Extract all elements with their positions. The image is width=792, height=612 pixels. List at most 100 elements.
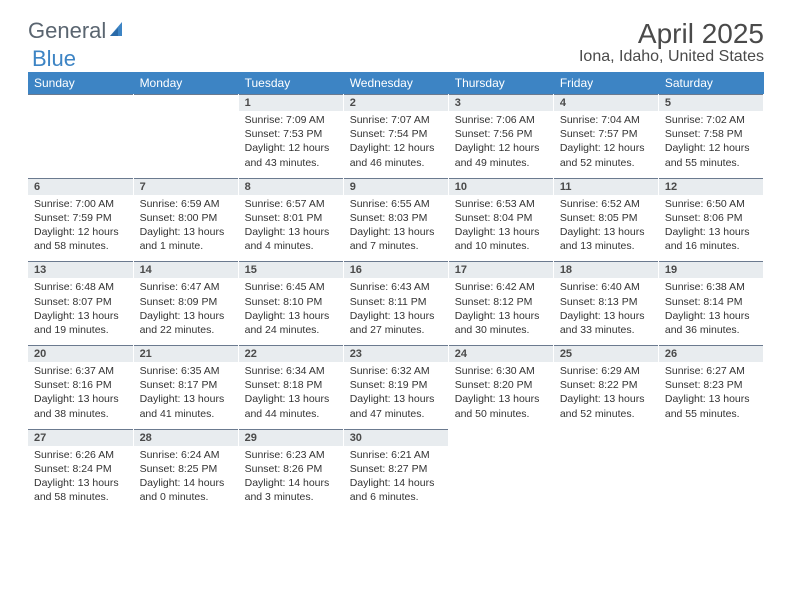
day-text: Sunrise: 6:24 AMSunset: 8:25 PMDaylight:… xyxy=(134,446,238,513)
day-number: 22 xyxy=(239,345,343,362)
weekday-header: Sunday xyxy=(28,72,133,94)
day-number: 8 xyxy=(239,178,343,195)
empty-cell xyxy=(134,94,238,95)
day-text: Sunrise: 6:30 AMSunset: 8:20 PMDaylight:… xyxy=(449,362,553,429)
day-number: 11 xyxy=(554,178,658,195)
day-text: Sunrise: 6:34 AMSunset: 8:18 PMDaylight:… xyxy=(239,362,343,429)
calendar-cell: 3Sunrise: 7:06 AMSunset: 7:56 PMDaylight… xyxy=(448,94,553,178)
header-row: General April 2025 xyxy=(28,18,764,50)
day-number: 2 xyxy=(344,94,448,111)
day-number: 4 xyxy=(554,94,658,111)
day-number: 1 xyxy=(239,94,343,111)
calendar-cell: 16Sunrise: 6:43 AMSunset: 8:11 PMDayligh… xyxy=(343,261,448,345)
day-number: 17 xyxy=(449,261,553,278)
calendar-cell: 13Sunrise: 6:48 AMSunset: 8:07 PMDayligh… xyxy=(28,261,133,345)
calendar-cell: 25Sunrise: 6:29 AMSunset: 8:22 PMDayligh… xyxy=(553,345,658,429)
day-text: Sunrise: 6:57 AMSunset: 8:01 PMDaylight:… xyxy=(239,195,343,262)
day-text: Sunrise: 6:32 AMSunset: 8:19 PMDaylight:… xyxy=(344,362,448,429)
logo-text-blue: Blue xyxy=(32,46,76,72)
calendar-cell: 28Sunrise: 6:24 AMSunset: 8:25 PMDayligh… xyxy=(133,429,238,513)
day-text: Sunrise: 7:02 AMSunset: 7:58 PMDaylight:… xyxy=(659,111,763,178)
day-number: 6 xyxy=(28,178,133,195)
day-number: 13 xyxy=(28,261,133,278)
day-number: 24 xyxy=(449,345,553,362)
day-text: Sunrise: 6:59 AMSunset: 8:00 PMDaylight:… xyxy=(134,195,238,262)
day-text: Sunrise: 6:50 AMSunset: 8:06 PMDaylight:… xyxy=(659,195,763,262)
day-number: 29 xyxy=(239,429,343,446)
day-text: Sunrise: 7:07 AMSunset: 7:54 PMDaylight:… xyxy=(344,111,448,178)
day-number: 16 xyxy=(344,261,448,278)
logo: General xyxy=(28,18,130,44)
day-number: 23 xyxy=(344,345,448,362)
day-number: 26 xyxy=(659,345,763,362)
calendar-row: 6Sunrise: 7:00 AMSunset: 7:59 PMDaylight… xyxy=(28,178,764,262)
day-text: Sunrise: 6:29 AMSunset: 8:22 PMDaylight:… xyxy=(554,362,658,429)
calendar-cell: 8Sunrise: 6:57 AMSunset: 8:01 PMDaylight… xyxy=(238,178,343,262)
calendar-cell: 21Sunrise: 6:35 AMSunset: 8:17 PMDayligh… xyxy=(133,345,238,429)
day-text: Sunrise: 6:43 AMSunset: 8:11 PMDaylight:… xyxy=(344,278,448,345)
weekday-header: Friday xyxy=(553,72,658,94)
logo-sail-icon xyxy=(108,20,128,43)
calendar-cell: 14Sunrise: 6:47 AMSunset: 8:09 PMDayligh… xyxy=(133,261,238,345)
day-text: Sunrise: 6:45 AMSunset: 8:10 PMDaylight:… xyxy=(239,278,343,345)
day-number: 3 xyxy=(449,94,553,111)
weekday-header-row: Sunday Monday Tuesday Wednesday Thursday… xyxy=(28,72,764,94)
calendar-cell: 2Sunrise: 7:07 AMSunset: 7:54 PMDaylight… xyxy=(343,94,448,178)
day-number: 25 xyxy=(554,345,658,362)
calendar-cell: 12Sunrise: 6:50 AMSunset: 8:06 PMDayligh… xyxy=(658,178,763,262)
day-text: Sunrise: 7:06 AMSunset: 7:56 PMDaylight:… xyxy=(449,111,553,178)
day-text: Sunrise: 6:27 AMSunset: 8:23 PMDaylight:… xyxy=(659,362,763,429)
logo-text-general: General xyxy=(28,18,106,44)
day-number: 21 xyxy=(134,345,238,362)
page-title: April 2025 xyxy=(638,18,764,50)
day-number: 7 xyxy=(134,178,238,195)
location-text: Iona, Idaho, United States xyxy=(579,48,764,66)
calendar-cell: 20Sunrise: 6:37 AMSunset: 8:16 PMDayligh… xyxy=(28,345,133,429)
day-text: Sunrise: 6:35 AMSunset: 8:17 PMDaylight:… xyxy=(134,362,238,429)
day-text: Sunrise: 7:04 AMSunset: 7:57 PMDaylight:… xyxy=(554,111,658,178)
calendar-cell: 22Sunrise: 6:34 AMSunset: 8:18 PMDayligh… xyxy=(238,345,343,429)
calendar-cell: 5Sunrise: 7:02 AMSunset: 7:58 PMDaylight… xyxy=(658,94,763,178)
calendar-cell: 6Sunrise: 7:00 AMSunset: 7:59 PMDaylight… xyxy=(28,178,133,262)
calendar-cell: 18Sunrise: 6:40 AMSunset: 8:13 PMDayligh… xyxy=(553,261,658,345)
calendar-cell: 29Sunrise: 6:23 AMSunset: 8:26 PMDayligh… xyxy=(238,429,343,513)
calendar-body: 1Sunrise: 7:09 AMSunset: 7:53 PMDaylight… xyxy=(28,94,764,512)
calendar-cell: 1Sunrise: 7:09 AMSunset: 7:53 PMDaylight… xyxy=(238,94,343,178)
day-number: 30 xyxy=(344,429,448,446)
day-number: 5 xyxy=(659,94,763,111)
day-number: 15 xyxy=(239,261,343,278)
day-text: Sunrise: 6:23 AMSunset: 8:26 PMDaylight:… xyxy=(239,446,343,513)
day-text: Sunrise: 6:38 AMSunset: 8:14 PMDaylight:… xyxy=(659,278,763,345)
weekday-header: Tuesday xyxy=(238,72,343,94)
day-number: 12 xyxy=(659,178,763,195)
calendar-row: 27Sunrise: 6:26 AMSunset: 8:24 PMDayligh… xyxy=(28,429,764,513)
day-number: 19 xyxy=(659,261,763,278)
calendar-cell xyxy=(553,429,658,513)
calendar-table: Sunday Monday Tuesday Wednesday Thursday… xyxy=(28,72,764,512)
day-text: Sunrise: 7:00 AMSunset: 7:59 PMDaylight:… xyxy=(28,195,133,262)
day-number: 9 xyxy=(344,178,448,195)
calendar-cell: 11Sunrise: 6:52 AMSunset: 8:05 PMDayligh… xyxy=(553,178,658,262)
calendar-cell: 24Sunrise: 6:30 AMSunset: 8:20 PMDayligh… xyxy=(448,345,553,429)
calendar-cell xyxy=(133,94,238,178)
day-text: Sunrise: 6:42 AMSunset: 8:12 PMDaylight:… xyxy=(449,278,553,345)
day-text: Sunrise: 6:53 AMSunset: 8:04 PMDaylight:… xyxy=(449,195,553,262)
calendar-row: 20Sunrise: 6:37 AMSunset: 8:16 PMDayligh… xyxy=(28,345,764,429)
day-text: Sunrise: 6:26 AMSunset: 8:24 PMDaylight:… xyxy=(28,446,133,513)
calendar-cell xyxy=(448,429,553,513)
calendar-cell: 30Sunrise: 6:21 AMSunset: 8:27 PMDayligh… xyxy=(343,429,448,513)
day-number: 18 xyxy=(554,261,658,278)
weekday-header: Wednesday xyxy=(343,72,448,94)
day-text: Sunrise: 6:52 AMSunset: 8:05 PMDaylight:… xyxy=(554,195,658,262)
calendar-cell: 15Sunrise: 6:45 AMSunset: 8:10 PMDayligh… xyxy=(238,261,343,345)
calendar-cell: 10Sunrise: 6:53 AMSunset: 8:04 PMDayligh… xyxy=(448,178,553,262)
day-number: 14 xyxy=(134,261,238,278)
day-number: 27 xyxy=(28,429,133,446)
calendar-cell xyxy=(658,429,763,513)
day-number: 10 xyxy=(449,178,553,195)
calendar-cell: 7Sunrise: 6:59 AMSunset: 8:00 PMDaylight… xyxy=(133,178,238,262)
calendar-cell: 19Sunrise: 6:38 AMSunset: 8:14 PMDayligh… xyxy=(658,261,763,345)
empty-cell xyxy=(28,94,133,95)
day-text: Sunrise: 6:55 AMSunset: 8:03 PMDaylight:… xyxy=(344,195,448,262)
day-text: Sunrise: 6:47 AMSunset: 8:09 PMDaylight:… xyxy=(134,278,238,345)
